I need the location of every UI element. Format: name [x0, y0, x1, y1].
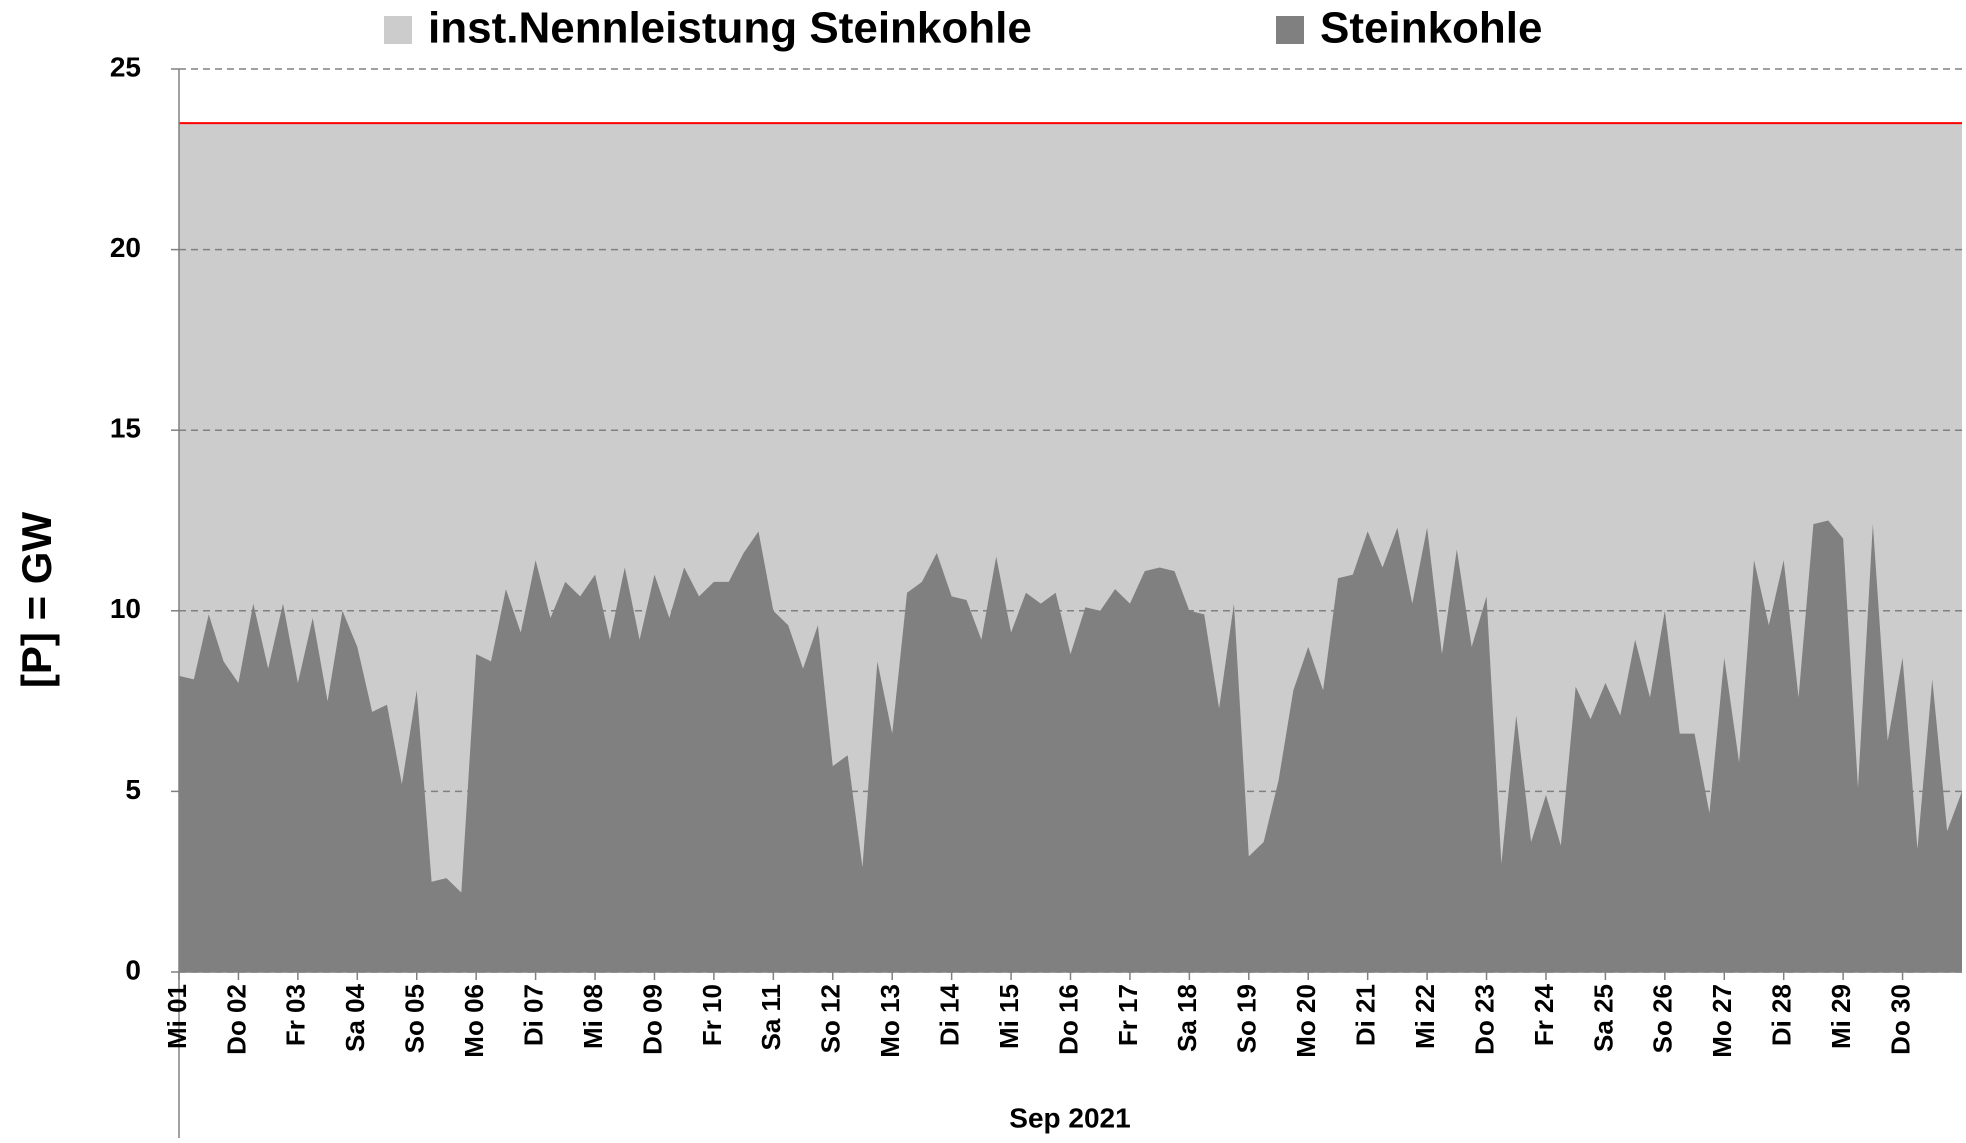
x-tick-label: So 26	[1648, 984, 1678, 1053]
x-tick-label: So 05	[400, 984, 430, 1053]
x-tick-label: So 19	[1232, 984, 1262, 1053]
x-tick-label: So 12	[816, 984, 846, 1053]
x-tick-label: Mi 15	[994, 984, 1024, 1049]
y-tick-label: 5	[125, 774, 141, 805]
y-tick-label: 0	[125, 954, 141, 985]
y-tick-label: 10	[110, 593, 141, 624]
legend-label: Steinkohle	[1320, 4, 1543, 53]
x-tick-label: Do 16	[1053, 984, 1083, 1055]
x-tick-label: Di 21	[1351, 984, 1381, 1046]
y-tick-label: 20	[110, 232, 141, 263]
x-tick-label: Fr 03	[281, 984, 311, 1046]
x-tick-label: Mo 27	[1707, 984, 1737, 1058]
x-tick-label: Di 07	[518, 984, 548, 1046]
x-tick-label: Fr 24	[1529, 983, 1559, 1046]
legend-swatch	[384, 16, 412, 44]
x-tick-label: Fr 10	[697, 984, 727, 1046]
x-tick-label: Mi 01	[162, 984, 192, 1049]
x-tick-label: Do 30	[1885, 984, 1915, 1055]
x-tick-label: Mi 29	[1826, 984, 1856, 1049]
x-axis-label: Sep 2021	[1009, 1102, 1130, 1133]
x-tick-label: Mo 20	[1291, 984, 1321, 1058]
y-axis-label: [P] = GW	[13, 512, 60, 689]
x-tick-label: Mo 13	[875, 984, 905, 1058]
x-tick-label: Do 02	[221, 984, 251, 1055]
x-tick-label: Di 28	[1767, 984, 1797, 1046]
y-tick-label: 25	[110, 51, 141, 82]
legend-swatch	[1276, 16, 1304, 44]
x-tick-label: Sa 18	[1172, 984, 1202, 1052]
area	[179, 520, 1962, 972]
x-tick-label: Sa 11	[756, 984, 786, 1051]
x-tick-label: Fr 17	[1113, 984, 1143, 1046]
x-tick-label: Di 14	[935, 983, 965, 1046]
x-tick-label: Mo 06	[459, 984, 489, 1058]
x-tick-label: Mi 22	[1410, 984, 1440, 1049]
x-tick-label: Mi 08	[578, 984, 608, 1049]
x-tick-label: Do 09	[637, 984, 667, 1055]
x-tick-label: Do 23	[1469, 984, 1499, 1055]
x-tick-label: Sa 04	[340, 983, 370, 1051]
legend-label: inst.Nennleistung Steinkohle	[428, 4, 1032, 53]
y-tick-label: 15	[110, 413, 141, 444]
x-tick-label: Sa 25	[1588, 984, 1618, 1052]
